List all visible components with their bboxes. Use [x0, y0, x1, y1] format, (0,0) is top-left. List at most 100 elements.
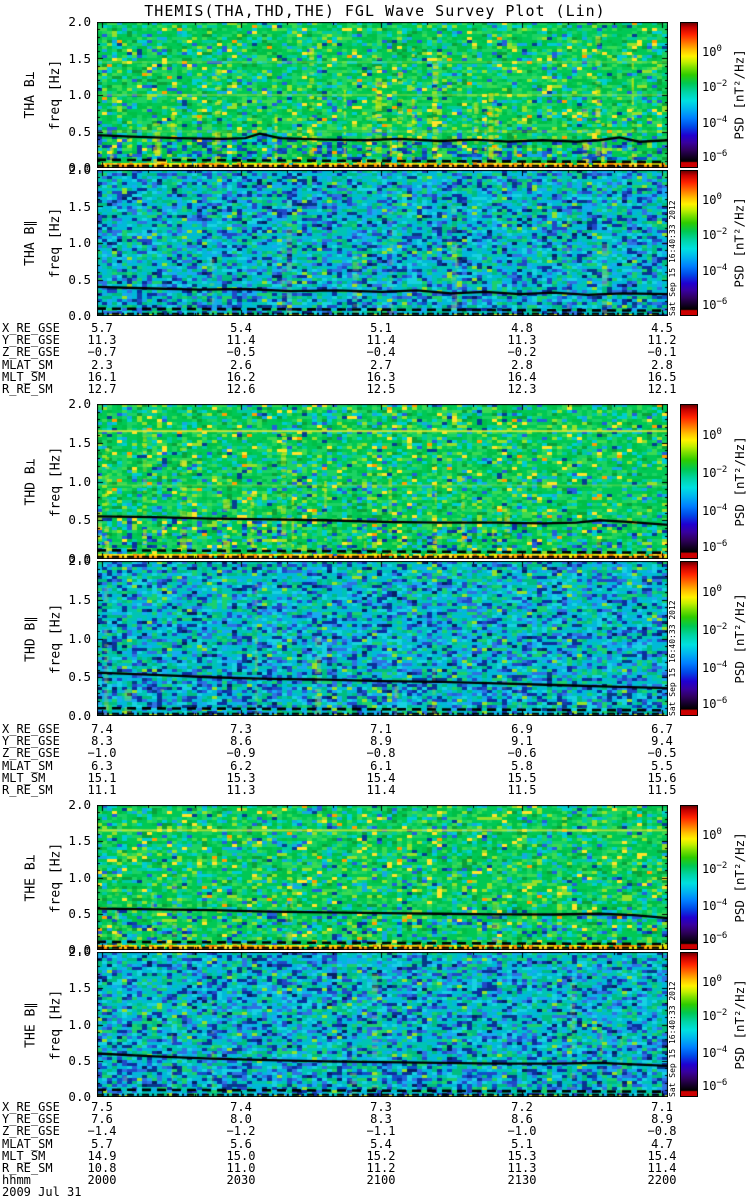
ephemeris-row-label: X_RE_GSE [2, 1100, 60, 1114]
time-tick-label: 2100 [366, 1173, 396, 1188]
freq-tick-label: 1.0 [68, 473, 91, 489]
ephemeris-value: −0.2 [507, 345, 537, 360]
ephemeris-value: 15.3 [507, 1148, 537, 1163]
ephemeris-row-label: X_RE_GSE [2, 321, 60, 335]
psd-axis-label: PSD [nT²/Hz] [731, 831, 747, 923]
ephemeris-value: 7.6 [91, 1112, 113, 1127]
colorbar-tick-label: 100 [702, 826, 722, 842]
colorbar-tick-label: 100 [702, 973, 722, 989]
ephemeris-value: 8.9 [651, 1112, 673, 1127]
colorbar-tick-label: 10−6 [702, 930, 728, 946]
psd-axis-label: PSD [nT²/Hz] [731, 197, 747, 288]
ephemeris-value: 5.5 [651, 758, 673, 773]
date-label: 2009 Jul 31 [2, 1185, 82, 1200]
ephemeris-value: −0.5 [647, 746, 677, 761]
ephemeris-value: 11.3 [507, 1161, 537, 1175]
ephemeris-value: 11.4 [647, 1161, 677, 1175]
ephemeris-value: 7.5 [91, 1100, 113, 1114]
freq-tick-label: 1.0 [68, 869, 91, 885]
ephemeris-value: 8.3 [91, 734, 113, 749]
ephemeris-value: 16.1 [87, 369, 117, 384]
creation-timestamp: Sat Sep 15 16:40:33 2012 [668, 200, 677, 316]
ephemeris-value: −0.8 [647, 1124, 677, 1139]
colorbar-tick-label: 10−6 [702, 696, 728, 712]
spectrogram-canvas-tha-bperp [97, 22, 668, 168]
freq-tick-label: 1.0 [68, 1016, 91, 1032]
freq-tick-label: 1.0 [68, 235, 91, 250]
ephemeris-value: −0.9 [226, 746, 256, 761]
colorbar-tick-label: 100 [702, 427, 722, 443]
psd-axis-label: PSD [nT²/Hz] [731, 435, 747, 527]
ephemeris-value: 8.9 [370, 734, 392, 749]
freq-tick-label: 1.5 [68, 591, 91, 607]
ephemeris-value: 12.7 [87, 382, 117, 396]
ephemeris-value: 4.8 [511, 321, 533, 335]
ephemeris-row-label: R_RE_SM [2, 382, 53, 396]
ephemeris-value: 11.4 [226, 333, 256, 348]
ephemeris-value: 6.1 [370, 758, 392, 773]
time-tick-label: 2030 [226, 1173, 256, 1188]
ephemeris-value: 12.1 [647, 382, 677, 396]
ephemeris-value: 2.6 [230, 357, 252, 372]
colorbar [680, 22, 698, 168]
ephemeris-value: 16.2 [226, 369, 256, 384]
ephemeris-value: 2.7 [370, 357, 392, 372]
psd-axis-label: PSD [nT²/Hz] [731, 592, 747, 684]
ephemeris-value: 7.4 [91, 722, 113, 736]
ephemeris-value: 11.3 [507, 333, 537, 348]
ephemeris-value: 11.2 [647, 333, 677, 348]
colorbar-tick-label: 10−4 [702, 897, 728, 913]
freq-tick-label: 2.0 [68, 553, 91, 568]
ephemeris-value: 15.0 [226, 1148, 256, 1163]
ephemeris-value: 6.9 [511, 722, 533, 736]
time-tick-label: 2200 [647, 1173, 677, 1188]
ephemeris-row-label: Z_RE_GSE [2, 345, 60, 360]
ephemeris-row-label: R_RE_SM [2, 783, 53, 797]
ephemeris-value: 9.4 [651, 734, 673, 749]
colorbar-tick-label: 10−6 [702, 148, 728, 164]
ephemeris-value: 5.8 [511, 758, 533, 773]
ephemeris-value: 15.3 [226, 770, 256, 785]
ephemeris-value: 15.1 [87, 770, 117, 785]
time-tick-label: 2130 [507, 1173, 537, 1188]
ephemeris-value: 8.6 [230, 734, 252, 749]
freq-tick-label: 1.0 [68, 630, 91, 646]
ephemeris-value: 15.2 [366, 1148, 396, 1163]
ephemeris-value: 11.0 [226, 1161, 256, 1175]
ephemeris-value: −1.0 [507, 1124, 537, 1139]
spectrogram-canvas-thd-bpar [97, 561, 668, 716]
ephemeris-value: 15.4 [647, 1148, 677, 1163]
ephemeris-value: −0.8 [366, 746, 396, 761]
ephemeris-value: 10.8 [87, 1161, 117, 1175]
spectrogram-canvas-tha-bpar [97, 170, 668, 316]
time-tick-label: 2000 [87, 1173, 117, 1188]
ephemeris-value: 7.2 [511, 1100, 533, 1114]
colorbar [680, 170, 698, 316]
ephemeris-row-label: Z_RE_GSE [2, 746, 60, 761]
freq-tick-label: 0.5 [68, 123, 91, 139]
colorbar [680, 561, 698, 716]
ephemeris-value: −1.2 [226, 1124, 256, 1139]
ephemeris-value: 16.4 [507, 369, 537, 384]
ephemeris-row-label: MLAT_SM [2, 357, 53, 372]
freq-tick-label: 1.5 [68, 833, 91, 849]
colorbar-tick-label: 100 [702, 191, 722, 207]
ephemeris-value: 15.4 [366, 770, 396, 785]
freq-tick-label: 2.0 [68, 162, 91, 177]
ephemeris-value: 11.1 [87, 783, 117, 797]
ephemeris-value: 2.3 [91, 357, 113, 372]
ephemeris-value: 11.3 [226, 783, 256, 797]
ephemeris-value: −0.6 [507, 746, 537, 761]
freq-tick-label: 1.5 [68, 434, 91, 450]
ephemeris-value: 16.3 [366, 369, 396, 384]
colorbar [680, 404, 698, 559]
ephemeris-row-label: R_RE_SM [2, 1161, 53, 1175]
ephemeris-value: 15.5 [507, 770, 537, 785]
ephemeris-row-label: MLT_SM [2, 770, 46, 785]
colorbar-tick-label: 10−6 [702, 296, 728, 312]
freq-tick-label: 2.0 [68, 396, 91, 411]
colorbar-tick-label: 10−2 [702, 621, 728, 637]
freq-tick-label: 2.0 [68, 797, 91, 812]
colorbar-tick-label: 10−2 [702, 464, 728, 480]
